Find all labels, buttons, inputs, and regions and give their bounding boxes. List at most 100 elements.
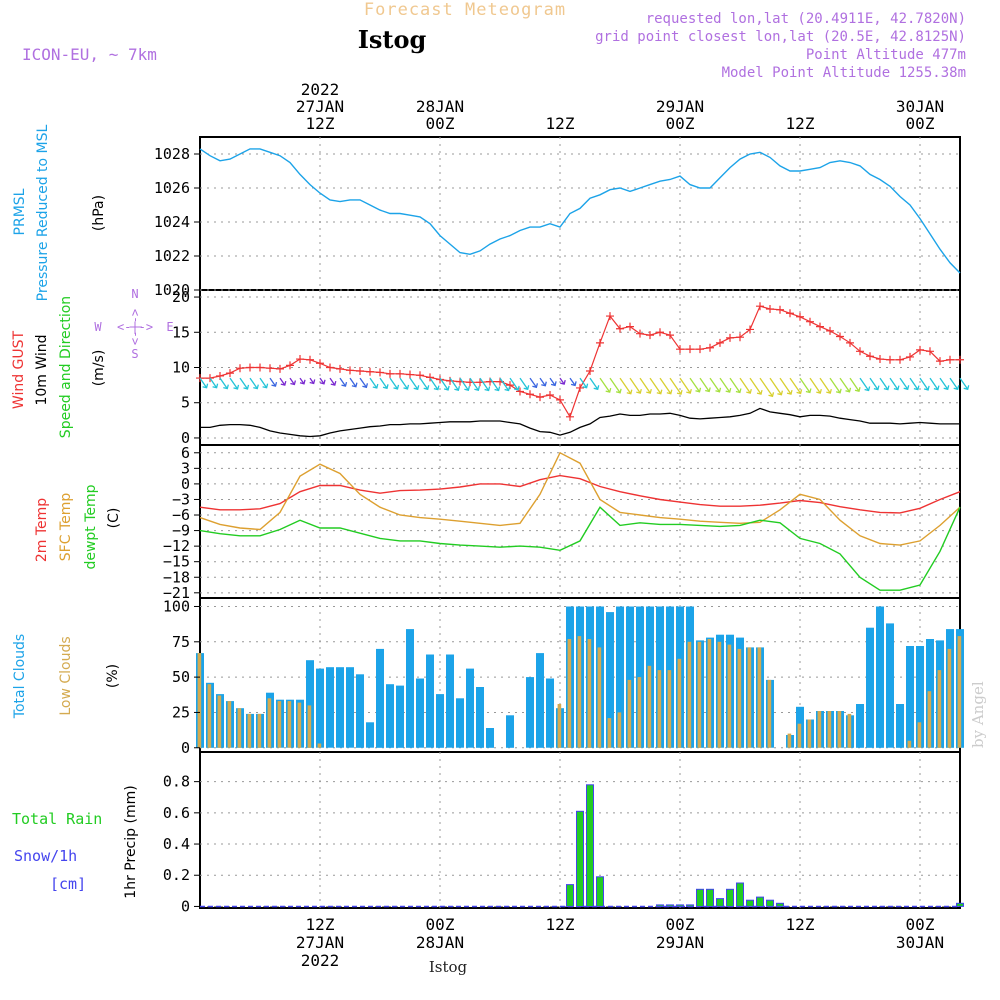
meteogram-title: Forecast Meteogram	[364, 0, 566, 20]
gust-point	[336, 364, 344, 373]
gust-point	[796, 312, 804, 321]
total-cloud-bar	[416, 678, 424, 748]
temperature-tick-label: −15	[163, 553, 190, 571]
low-cloud-bar	[287, 701, 292, 748]
bottom-time-label: 30JAN	[896, 933, 944, 952]
clouds-tick-label: 25	[172, 703, 190, 721]
gust-point	[816, 322, 824, 331]
total-cloud-bar	[886, 623, 894, 748]
snow-label: Snow/1h	[14, 847, 77, 865]
low-cloud-bar	[197, 653, 202, 748]
wind-direction-arrow	[669, 377, 683, 395]
wind-direction-arrow	[719, 377, 732, 393]
wind-gust-label: Wind GUST	[11, 330, 27, 409]
compass-ns-arrow: <-|->	[128, 309, 142, 345]
low-cloud-bar	[587, 639, 592, 748]
rain-bar	[726, 888, 734, 907]
bottom-time-label: 00Z	[426, 915, 455, 934]
precipitation-tick-label: 0.2	[163, 866, 190, 884]
low-cloud-bar	[277, 701, 282, 748]
panel-frame-0	[199, 136, 961, 291]
wind-direction-arrow	[679, 377, 692, 394]
wind-direction-arrow	[599, 377, 612, 393]
wind-tick-label: 0	[181, 429, 190, 447]
low-cloud-bar	[947, 648, 952, 748]
clouds-tick-label: 100	[163, 597, 190, 615]
gust-point	[346, 366, 354, 375]
low-cloud-bar	[827, 711, 832, 748]
wind-direction-arrow	[229, 377, 240, 390]
compass-e-label: E	[166, 320, 173, 334]
rain-bar	[756, 896, 764, 907]
wind-direction-arrow	[219, 377, 229, 390]
pressure-tick-label: 1022	[154, 247, 190, 265]
rain-bar	[596, 876, 604, 907]
wind-direction-arrow	[459, 377, 471, 391]
panel-frame-4	[199, 751, 961, 909]
rain-bar	[766, 899, 774, 907]
wind-direction-arrow	[819, 377, 832, 394]
gust-point	[866, 352, 874, 361]
temp-dewpt-label: dewpt Temp	[83, 484, 99, 569]
low-cloud-bar	[957, 636, 962, 748]
gust-point	[896, 355, 904, 364]
total-cloud-bar	[526, 677, 534, 748]
total-cloud-bar	[396, 685, 404, 748]
requested-coords: requested lon,lat (20.4911E, 42.7820N)	[646, 11, 966, 27]
wind-direction-arrow	[659, 377, 673, 395]
temp-2m-line	[199, 474, 961, 514]
low-cloud-bar	[297, 702, 302, 748]
wind-compass: N E S W <-|-> <-|->	[94, 287, 173, 361]
gust-point	[256, 363, 264, 372]
low-cloud-bar	[837, 711, 842, 748]
temp-2m-label: 2m Temp	[34, 498, 50, 562]
temperature-tick-label: −6	[172, 506, 190, 524]
temp-sfc-label: SFC Temp	[58, 493, 74, 562]
speed-direction-label: Speed and Direction	[58, 296, 74, 438]
ms-label: (m/s)	[91, 350, 107, 387]
wind-direction-arrow	[419, 377, 430, 391]
top-time-label: 00Z	[426, 114, 455, 133]
total-cloud-bar	[626, 606, 634, 748]
gust-point	[806, 317, 814, 326]
pressure-tick-label: 1028	[154, 145, 190, 163]
total-cloud-bar	[306, 660, 314, 748]
gust-point	[446, 376, 454, 385]
precip-labels: Total Rain Snow/1h [cm] 1hr Precip (mm)	[12, 785, 139, 898]
temperature-tick-label: −18	[163, 568, 190, 586]
pressure-tick-label: 1024	[154, 213, 190, 231]
total-cloud-bar	[476, 687, 484, 748]
top-time-label: 12Z	[546, 114, 575, 133]
wind-direction-arrow	[729, 377, 742, 394]
wind-direction-arrow	[309, 377, 316, 385]
rain-bar	[666, 904, 674, 908]
wind-direction-arrow	[709, 377, 722, 393]
low-cloud-bar	[937, 670, 942, 748]
wind-direction-arrow	[899, 377, 910, 391]
wind-direction-arrow	[589, 377, 600, 391]
total-cloud-bar	[376, 648, 384, 748]
precip-axis-label: 1hr Precip (mm)	[123, 785, 139, 898]
celsius-label: (C)	[106, 508, 122, 529]
precipitation-tick-label: 0.6	[163, 804, 190, 822]
model-label: ICON-EU, ~ 7km	[22, 45, 157, 64]
temperature-tick-label: −21	[163, 584, 190, 602]
clouds-tick-label: 0	[181, 739, 190, 757]
gust-point	[716, 338, 724, 347]
low-cloud-bar	[607, 718, 612, 748]
gust-point	[726, 333, 734, 342]
wind-direction-arrow	[759, 377, 775, 398]
total-cloud-bar	[866, 627, 874, 748]
wind-10m-label: 10m Wind	[34, 334, 50, 405]
gust-point	[306, 355, 314, 364]
wind-direction-arrow	[959, 377, 970, 391]
total-rain-label: Total Rain	[12, 810, 102, 828]
top-time-label: 12Z	[306, 114, 335, 133]
gust-point	[786, 309, 794, 318]
total-cloud-bar	[456, 698, 464, 748]
wind-direction-arrow	[379, 377, 389, 390]
total-cloud-bar	[906, 646, 914, 748]
wind-direction-arrow	[829, 377, 842, 394]
wind-direction-arrow	[499, 377, 511, 392]
